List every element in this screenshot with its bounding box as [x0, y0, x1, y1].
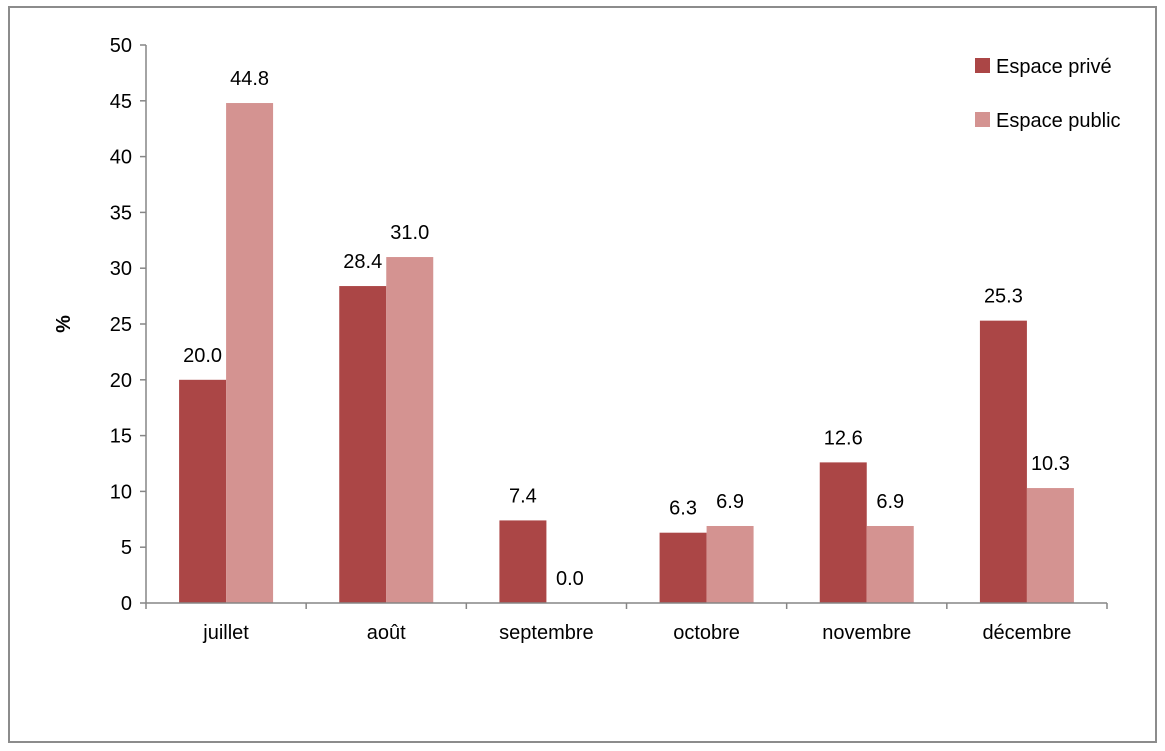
data-label: 6.9 [716, 491, 744, 513]
x-tick-label: juillet [202, 622, 249, 644]
y-tick-label: 10 [110, 481, 132, 503]
bar-public [706, 525, 754, 603]
y-axis-label-group: % [53, 315, 75, 333]
legend-label: Espace public [996, 110, 1121, 132]
legend-swatch [975, 112, 990, 127]
y-tick-label: 50 [110, 35, 132, 57]
bar-prive [979, 320, 1027, 603]
legend-label: Espace privé [996, 56, 1112, 78]
y-axis-ticks: 0 5 10 15 20 25 30 35 40 45 50 [110, 35, 146, 615]
legend: Espace privé Espace public [975, 56, 1121, 132]
bar-public [866, 525, 914, 603]
y-axis-label: % [53, 315, 75, 333]
x-tick-label: novembre [822, 622, 911, 644]
data-label: 6.3 [669, 498, 697, 520]
data-label: 28.4 [343, 251, 382, 273]
bar-prive [819, 462, 867, 603]
bar-prive [659, 532, 707, 603]
y-tick-label: 40 [110, 147, 132, 169]
y-tick-label: 5 [121, 537, 132, 559]
x-tick-label: août [367, 622, 406, 644]
y-tick-label: 0 [121, 593, 132, 615]
data-label: 10.3 [1031, 453, 1070, 475]
bar-prive [499, 520, 547, 603]
chart-frame [8, 6, 1157, 743]
data-labels: 20.0 44.8 28.4 31.0 7.4 0.0 6.3 6.9 12.6 6.9 25.3 1… [183, 68, 1070, 590]
x-tick-label: septembre [499, 622, 594, 644]
data-label: 25.3 [984, 286, 1023, 308]
y-tick-label: 35 [110, 202, 132, 224]
data-label: 31.0 [390, 222, 429, 244]
y-tick-label: 45 [110, 91, 132, 113]
bars [179, 103, 1074, 604]
y-tick-label: 15 [110, 426, 132, 448]
bar-prive [179, 379, 227, 603]
data-label: 20.0 [183, 345, 222, 367]
bar-public [226, 103, 274, 604]
x-tick-label: décembre [982, 622, 1071, 644]
bar-public [1026, 488, 1074, 603]
data-label: 7.4 [509, 485, 537, 507]
bar-public [386, 257, 434, 603]
data-label: 6.9 [876, 491, 904, 513]
data-label: 0.0 [556, 568, 584, 590]
y-tick-label: 25 [110, 314, 132, 336]
y-tick-label: 30 [110, 258, 132, 280]
data-label: 44.8 [230, 68, 269, 90]
data-label: 12.6 [824, 427, 863, 449]
x-tick-label: octobre [673, 622, 740, 644]
legend-swatch [975, 58, 990, 73]
bar-prive [339, 286, 387, 603]
y-tick-label: 20 [110, 370, 132, 392]
x-axis-ticks: juillet août septembre octobre novembre décem… [145, 603, 1108, 644]
axes [145, 45, 1107, 604]
